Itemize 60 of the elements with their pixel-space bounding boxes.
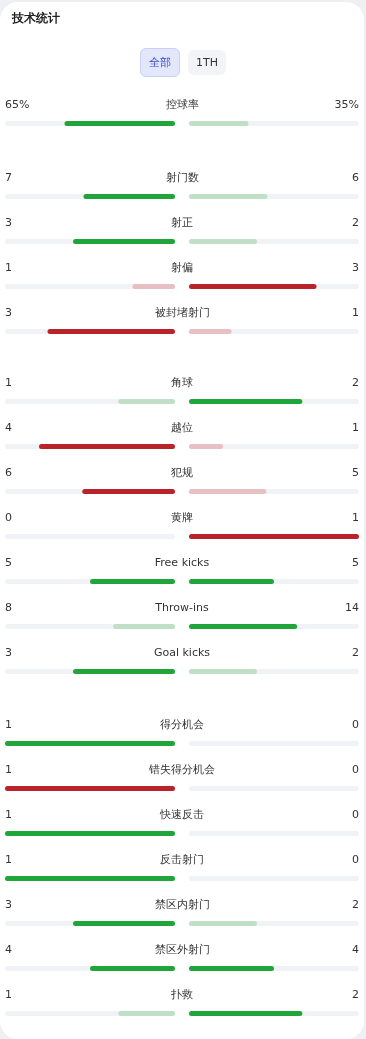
data-label: 3 xyxy=(5,897,12,911)
data-label: 4 xyxy=(5,942,12,956)
category-label: 扑救 xyxy=(170,987,193,1001)
data-label: 4 xyxy=(352,942,359,956)
data-label: 1 xyxy=(5,717,12,731)
data-label: 2 xyxy=(352,897,359,911)
data-label: 0 xyxy=(352,762,359,776)
data-label: 14 xyxy=(345,600,359,614)
category-label: 禁区内射门 xyxy=(154,897,210,911)
category-label: 反击射门 xyxy=(160,852,204,866)
data-label: 2 xyxy=(352,215,359,229)
data-label: 2 xyxy=(352,987,359,1001)
category-label: 控球率 xyxy=(165,97,199,111)
data-label: 5 xyxy=(352,465,359,479)
data-label: 6 xyxy=(352,170,359,184)
category-label: Throw-ins xyxy=(154,600,209,614)
data-label: 3 xyxy=(5,645,12,659)
data-label: 5 xyxy=(5,555,12,569)
text: 全部 xyxy=(140,48,180,77)
category-label: 禁区外射门 xyxy=(154,942,210,956)
category-label: 被封堵射门 xyxy=(154,305,210,319)
category-label: 快速反击 xyxy=(159,807,204,821)
category-label: Goal kicks xyxy=(153,645,211,659)
category-label: 黄牌 xyxy=(171,510,193,524)
category-label: 得分机会 xyxy=(160,717,204,731)
category-label: 角球 xyxy=(171,375,193,389)
data-label: 7 xyxy=(5,170,12,184)
data-label: 1 xyxy=(352,305,359,319)
category-label: 犯规 xyxy=(171,465,193,479)
data-label: 0 xyxy=(352,717,359,731)
data-label: 6 xyxy=(5,465,12,479)
category-label: 射门数 xyxy=(165,170,199,184)
data-label: 1 xyxy=(5,852,12,866)
data-label: 0 xyxy=(352,852,359,866)
data-label: 8 xyxy=(5,600,12,614)
data-label: 3 xyxy=(5,215,12,229)
data-label: 0 xyxy=(5,510,12,524)
data-label: 1 xyxy=(352,510,359,524)
text: 技术统计 xyxy=(12,10,60,27)
data-label: 1 xyxy=(5,375,12,389)
data-label: 1 xyxy=(352,420,359,434)
data-label: 5 xyxy=(352,555,359,569)
data-label: 1 xyxy=(5,260,12,274)
category-label: 错失得分机会 xyxy=(148,762,215,776)
data-label: 2 xyxy=(352,645,359,659)
data-label: 3 xyxy=(352,260,359,274)
data-label: 3 xyxy=(5,305,12,319)
category-label: 射偏 xyxy=(171,260,193,274)
category-label: Free kicks xyxy=(154,555,210,569)
category-label: 射正 xyxy=(171,215,193,229)
data-label: 2 xyxy=(352,375,359,389)
data-label: 35% xyxy=(334,97,359,111)
data-label: 1 xyxy=(5,762,12,776)
data-label: 1 xyxy=(5,807,12,821)
data-label: 65% xyxy=(5,97,30,111)
data-label: 0 xyxy=(352,807,359,821)
data-label: 1 xyxy=(5,987,12,1001)
category-label: 越位 xyxy=(171,420,193,434)
data-label: 4 xyxy=(5,420,12,434)
text: 1TH xyxy=(188,50,226,75)
